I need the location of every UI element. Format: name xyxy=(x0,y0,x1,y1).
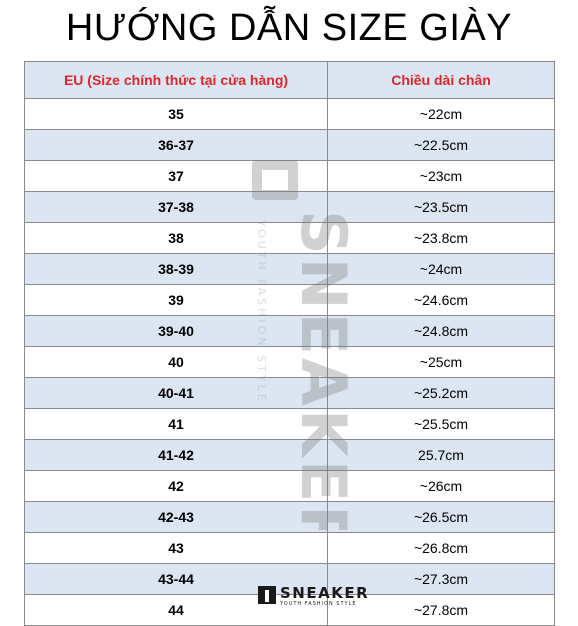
table-row: 35 ~22cm xyxy=(24,98,555,130)
foot-length-cell: ~25cm xyxy=(327,346,555,378)
table-row: 41-42 25.7cm xyxy=(24,439,555,471)
table-row: 36-37 ~22.5cm xyxy=(24,129,555,161)
table-row: 42 ~26cm xyxy=(24,470,555,502)
foot-length-cell: ~26cm xyxy=(327,470,555,502)
foot-length-cell: ~27.8cm xyxy=(327,594,555,626)
eu-size-cell: 39 xyxy=(24,284,328,316)
foot-length-cell: ~25.2cm xyxy=(327,377,555,409)
foot-length-cell: ~26.5cm xyxy=(327,501,555,533)
foot-length-cell: ~24cm xyxy=(327,253,555,285)
size-table: EU (Size chính thức tại cửa hàng) Chiều … xyxy=(24,61,555,626)
table-row: 40-41 ~25.2cm xyxy=(24,377,555,409)
logo-brand: SNEAKER xyxy=(280,584,370,602)
foot-length-cell: ~25.5cm xyxy=(327,408,555,440)
foot-length-cell: ~22cm xyxy=(327,98,555,130)
eu-size-cell: 38 xyxy=(24,222,328,254)
page-title: HƯỚNG DẪN SIZE GIÀY xyxy=(65,7,513,49)
table-row: 42-43 ~26.5cm xyxy=(24,501,555,533)
eu-size-cell: 37 xyxy=(24,160,328,192)
eu-size-cell: 40-41 xyxy=(24,377,328,409)
eu-size-cell: 43 xyxy=(24,532,328,564)
sneaker-logo-icon xyxy=(258,586,276,604)
eu-size-cell: 41 xyxy=(24,408,328,440)
eu-size-cell: 40 xyxy=(24,346,328,378)
table-row: 43 ~26.8cm xyxy=(24,532,555,564)
foot-length-cell: ~24.8cm xyxy=(327,315,555,347)
table-row: 43-44 ~27.3cm xyxy=(24,563,555,595)
table-header-row: EU (Size chính thức tại cửa hàng) Chiều … xyxy=(24,61,555,99)
table-row: 37 ~23cm xyxy=(24,160,555,192)
header-length: Chiều dài chân xyxy=(327,61,555,99)
table-row: 37-38 ~23.5cm xyxy=(24,191,555,223)
table-row: 38 ~23.8cm xyxy=(24,222,555,254)
table-row: 39-40 ~24.8cm xyxy=(24,315,555,347)
eu-size-cell: 36-37 xyxy=(24,129,328,161)
foot-length-cell: ~23.8cm xyxy=(327,222,555,254)
table-row: 38-39 ~24cm xyxy=(24,253,555,285)
eu-size-cell: 43-44 xyxy=(24,563,328,595)
foot-length-cell: 25.7cm xyxy=(327,439,555,471)
foot-length-cell: ~22.5cm xyxy=(327,129,555,161)
eu-size-cell: 41-42 xyxy=(24,439,328,471)
table-row: 39 ~24.6cm xyxy=(24,284,555,316)
eu-size-cell: 42-43 xyxy=(24,501,328,533)
table-row: 41 ~25.5cm xyxy=(24,408,555,440)
header-eu: EU (Size chính thức tại cửa hàng) xyxy=(24,61,328,99)
logo-tagline: YOUTH FASHION STYLE xyxy=(280,601,357,607)
foot-length-cell: ~26.8cm xyxy=(327,532,555,564)
foot-length-cell: ~23cm xyxy=(327,160,555,192)
eu-size-cell: 38-39 xyxy=(24,253,328,285)
foot-length-cell: ~23.5cm xyxy=(327,191,555,223)
eu-size-cell: 37-38 xyxy=(24,191,328,223)
sneaker-logo: SNEAKER YOUTH FASHION STYLE xyxy=(258,584,382,608)
eu-size-cell: 42 xyxy=(24,470,328,502)
eu-size-cell: 39-40 xyxy=(24,315,328,347)
table-row: 40 ~25cm xyxy=(24,346,555,378)
eu-size-cell: 35 xyxy=(24,98,328,130)
foot-length-cell: ~24.6cm xyxy=(327,284,555,316)
